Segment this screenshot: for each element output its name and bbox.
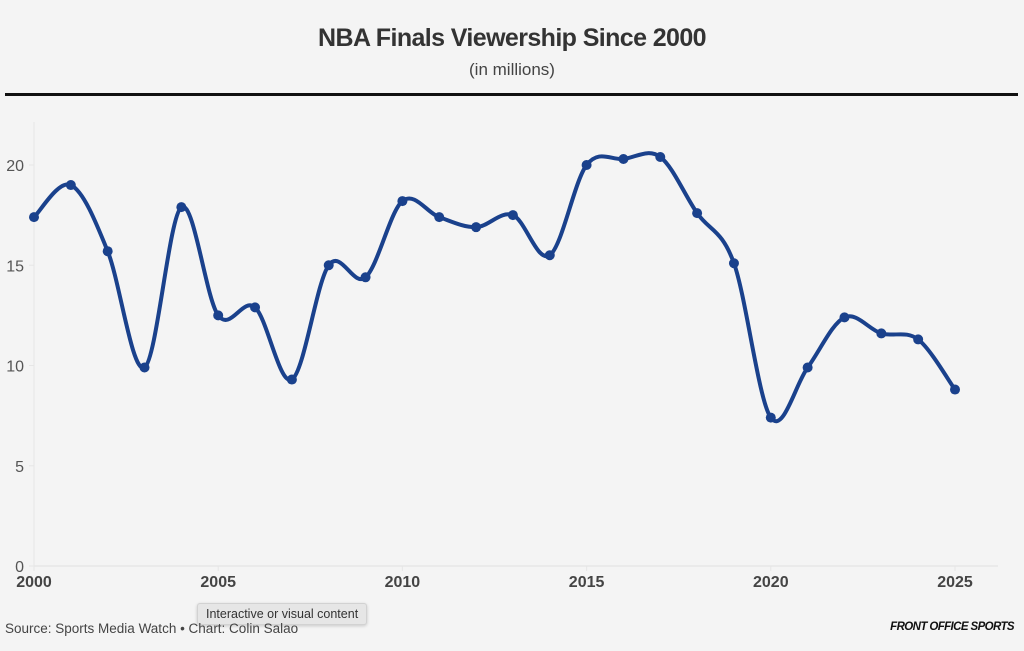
data-point-2016[interactable]: 2016: 20.3 <box>618 153 629 164</box>
y-tick-label: 10 <box>6 359 24 376</box>
data-point-2008[interactable]: 2008: 15 <box>323 260 334 271</box>
data-point-2001[interactable]: 2001: 19 <box>65 180 76 191</box>
y-tick-label: 0 <box>15 559 24 576</box>
data-point-2014[interactable]: 2014: 15.5 <box>544 250 555 261</box>
brand-logo: FRONT OFFICE SPORTS <box>890 621 1014 633</box>
data-point-2010[interactable]: 2010: 18.2 <box>397 196 408 207</box>
axes <box>29 122 998 571</box>
x-tick-label: 2020 <box>753 574 789 591</box>
tick-labels: 0 5 10 15 20 2000 2005 2010 2015 2020 2025 <box>6 158 973 591</box>
x-tick-label: 2010 <box>385 574 421 591</box>
x-tick-label: 2015 <box>569 574 605 591</box>
data-point-2019[interactable]: 2019: 15.1 <box>728 258 739 269</box>
series-line <box>32 151 957 423</box>
data-point-2021[interactable]: 2021: 9.9 <box>802 362 813 373</box>
data-point-2012[interactable]: 2012: 16.9 <box>471 222 482 233</box>
data-point-2003[interactable]: 2003: 9.9 <box>139 362 150 373</box>
y-tick-label: 15 <box>6 258 24 275</box>
data-point-2020[interactable]: 2020: 7.4 <box>765 412 776 423</box>
data-point-2000[interactable]: 2000: 17.4 <box>29 212 39 223</box>
data-point-2024[interactable]: 2024: 11.3 <box>913 334 924 345</box>
data-point-2023[interactable]: 2023: 11.6 <box>876 328 887 339</box>
data-point-2013[interactable]: 2013: 17.5 <box>507 210 518 221</box>
data-points: 2000: 17.4 2001: 19 2002: 15.7 2003: 9.9 200… <box>29 151 960 423</box>
x-tick-label: 2005 <box>200 574 236 591</box>
data-point-2005[interactable]: 2005: 12.5 <box>213 310 224 321</box>
data-point-2011[interactable]: 2011: 17.4 <box>434 212 445 223</box>
data-point-2015[interactable]: 2015: 20 <box>581 160 592 170</box>
data-point-2025[interactable]: 2025: 8.8 <box>950 384 960 395</box>
tooltip: Interactive or visual content <box>197 603 368 625</box>
data-point-2017[interactable]: 2017: 20.4 <box>655 151 666 162</box>
data-point-2006[interactable]: 2006: 12.9 <box>250 302 261 313</box>
x-tick-label: 2025 <box>937 574 973 591</box>
data-point-2004[interactable]: 2004: 17.9 <box>176 202 187 213</box>
data-point-2009[interactable]: 2009: 14.4 <box>360 272 371 283</box>
chart-subtitle: (in millions) <box>469 60 555 79</box>
title-divider <box>5 93 1018 96</box>
data-point-2007[interactable]: 2007: 9.3 <box>286 374 297 385</box>
source-credit: Source: Sports Media Watch • Chart: Coli… <box>5 621 299 636</box>
data-point-2002[interactable]: 2002: 15.7 <box>102 246 113 257</box>
data-point-2022[interactable]: 2022: 12.4 <box>839 312 850 323</box>
y-tick-label: 20 <box>6 158 24 175</box>
x-tick-label: 2000 <box>16 574 52 591</box>
y-tick-label: 5 <box>15 459 24 476</box>
chart-title: NBA Finals Viewership Since 2000 <box>318 24 707 52</box>
data-point-2018[interactable]: 2018: 17.6 <box>692 208 703 219</box>
